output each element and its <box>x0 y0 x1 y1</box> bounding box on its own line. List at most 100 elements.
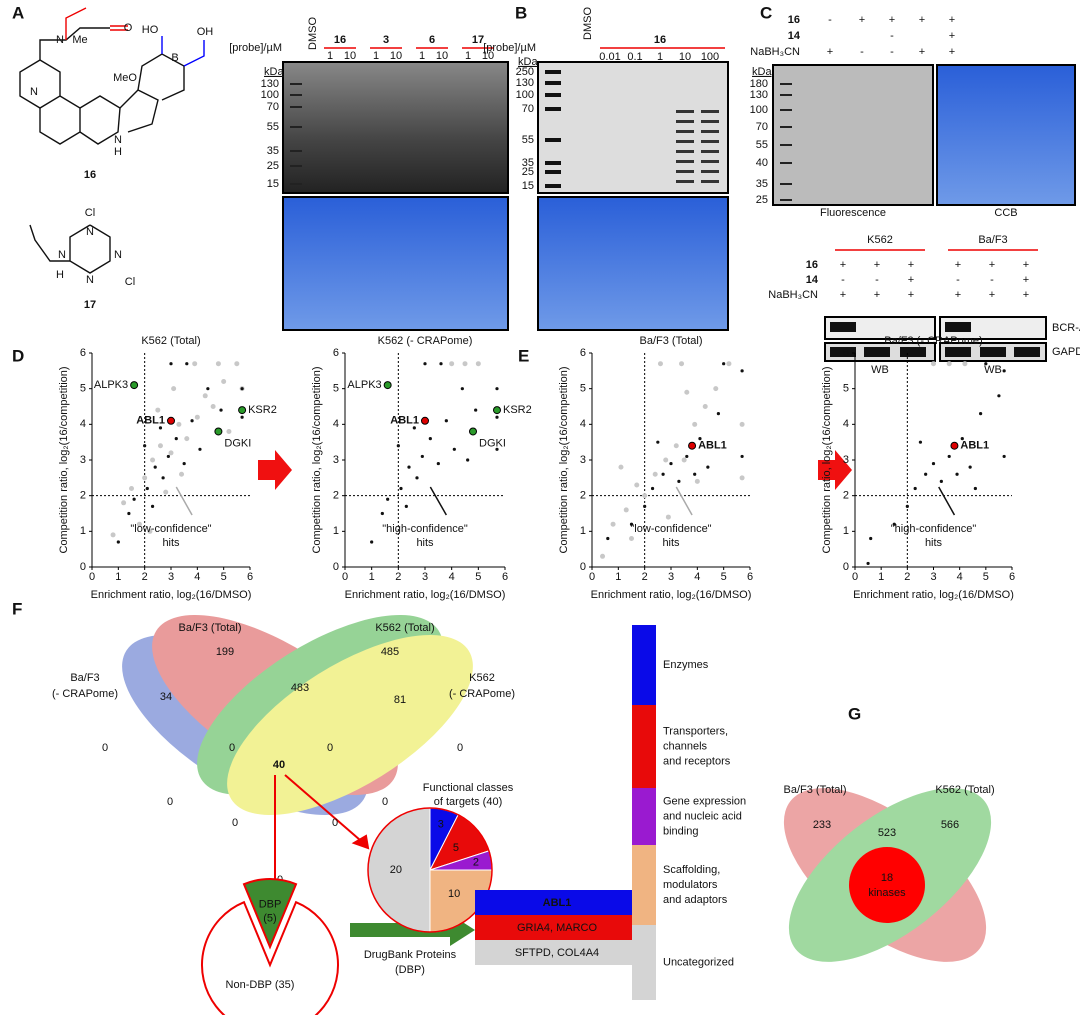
legend-label: Gene expression <box>663 795 746 807</box>
gel-label: CCB <box>994 207 1017 219</box>
pie-value: 5 <box>453 842 459 854</box>
conc-label: 10 <box>344 50 356 62</box>
y-tick-label: 1 <box>580 525 586 537</box>
plot-title: K562 (Total) <box>141 335 200 347</box>
marker-label: 70 <box>522 103 534 115</box>
atom: N <box>30 86 38 98</box>
legend-label: channels <box>663 740 708 752</box>
venn-count: 483 <box>291 682 309 694</box>
point <box>913 486 917 491</box>
atom: HO <box>142 24 159 36</box>
point <box>931 361 936 367</box>
condition: + <box>989 259 995 271</box>
x-tick-label: 5 <box>475 571 481 583</box>
venn-count: 233 <box>813 819 831 831</box>
point <box>396 444 400 448</box>
point <box>462 361 468 367</box>
point <box>665 514 671 520</box>
venn-label: Ba/F3 (Total) <box>784 784 847 796</box>
ladder-band <box>290 165 302 167</box>
x-label: Enrichment ratio, log₂(16/DMSO) <box>591 589 752 601</box>
ladder-band <box>290 106 302 108</box>
ladder-band <box>545 161 561 165</box>
point <box>663 457 669 463</box>
gel-fluorescence <box>282 61 509 194</box>
point <box>642 493 648 499</box>
row-label: 16 <box>806 259 818 271</box>
venn-count: 0 <box>382 796 388 808</box>
point <box>161 476 165 480</box>
legend-label: Enzymes <box>663 659 709 671</box>
point <box>474 408 478 412</box>
compound-label: 17 <box>84 299 96 311</box>
point <box>939 479 943 483</box>
y-tick-label: 2 <box>843 490 849 502</box>
point <box>669 461 673 466</box>
point <box>202 393 208 399</box>
y-tick-label: 5 <box>80 383 86 395</box>
point <box>610 521 616 527</box>
marker-label: 130 <box>261 78 279 90</box>
highlight-point <box>214 427 223 436</box>
marker-label: 25 <box>267 160 279 172</box>
annotation: "low-confidence" <box>630 523 711 535</box>
annotation-arrow <box>429 486 447 516</box>
x-tick-label: 3 <box>168 571 174 583</box>
gel-band <box>701 150 719 153</box>
point <box>198 447 202 451</box>
point-label: ABL1 <box>698 440 727 452</box>
x-tick-label: 2 <box>904 571 910 583</box>
legend-label: Scaffolding, <box>663 864 720 876</box>
point <box>713 386 719 392</box>
point <box>726 361 732 367</box>
annotation: "low-confidence" <box>130 523 211 535</box>
condition: - <box>841 274 845 286</box>
condition: + <box>955 259 961 271</box>
gel-band <box>701 170 719 173</box>
atom: N <box>114 249 122 261</box>
condition: - <box>828 14 832 26</box>
point <box>618 464 624 470</box>
venn-count: 0 <box>229 742 235 754</box>
y-tick-label: 3 <box>80 454 86 466</box>
arrow <box>818 450 852 490</box>
point <box>240 415 244 419</box>
structure-16 <box>19 7 205 145</box>
point <box>176 421 182 427</box>
point <box>194 414 200 420</box>
point <box>143 444 147 448</box>
point <box>869 536 873 541</box>
pie-label: DBP <box>259 899 282 911</box>
conc-label: 1 <box>657 51 663 63</box>
y-tick-label: 3 <box>580 454 586 466</box>
point <box>166 454 170 459</box>
annotation: "high-confidence" <box>382 523 468 535</box>
conc-label: 1 <box>465 50 471 62</box>
gel-band <box>676 110 694 113</box>
condition: + <box>919 14 925 26</box>
venn-count: 485 <box>381 646 399 658</box>
venn-count: 0 <box>332 817 338 829</box>
point <box>190 419 194 423</box>
condition: + <box>908 259 914 271</box>
ladder-band <box>290 183 302 185</box>
arrow-label: (DBP) <box>395 964 425 976</box>
point <box>495 415 499 419</box>
point <box>962 361 968 367</box>
y-tick-label: 4 <box>80 418 86 430</box>
condition: + <box>1023 289 1029 301</box>
point <box>679 361 685 367</box>
ladder-band <box>290 150 302 152</box>
y-tick-label: 6 <box>80 347 86 359</box>
point-label: DGKI <box>224 437 251 449</box>
condition: + <box>908 274 914 286</box>
y-tick-label: 0 <box>333 561 339 573</box>
point <box>226 428 232 434</box>
point-label: KSR2 <box>248 404 277 416</box>
y-tick-label: 3 <box>843 454 849 466</box>
conc-label: 0.01 <box>599 51 620 63</box>
label: [probe]/µM <box>483 42 536 54</box>
point <box>234 361 240 367</box>
marker-label: 15 <box>522 180 534 192</box>
ladder-band <box>545 70 561 74</box>
